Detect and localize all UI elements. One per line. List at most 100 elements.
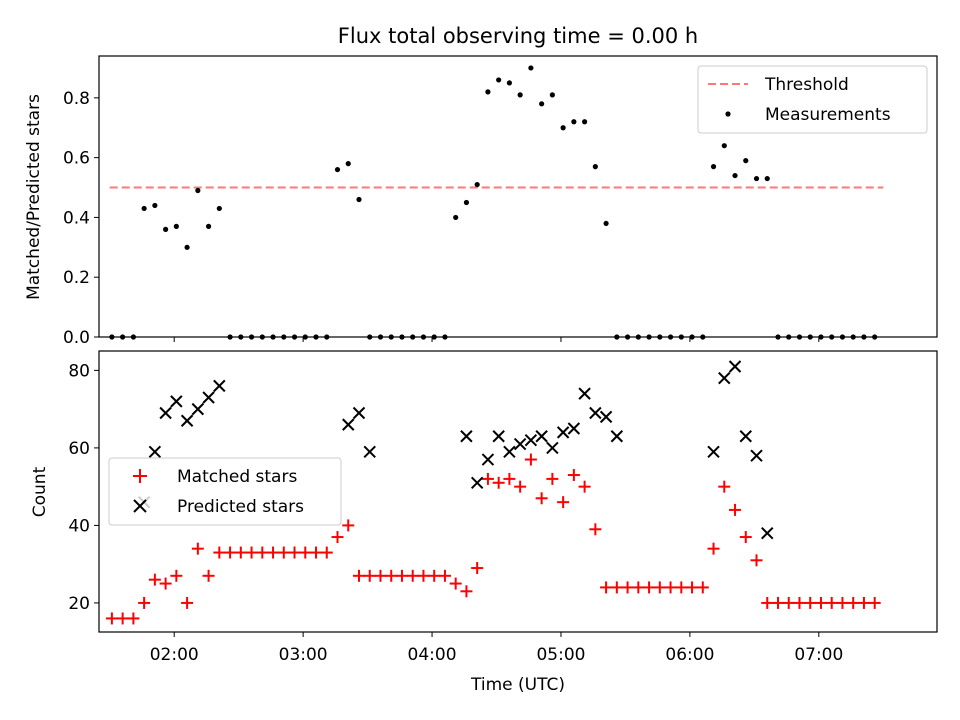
y-tick-label: 80	[68, 361, 90, 381]
bottom-marks	[105, 360, 881, 625]
matched-star-point	[750, 554, 763, 567]
matched-star-point	[310, 546, 323, 559]
matched-star-point	[138, 596, 151, 609]
y-tick-label: 0.6	[63, 149, 90, 169]
measurement-point	[753, 175, 760, 182]
measurement-point	[506, 80, 513, 86]
matched-star-point	[868, 596, 881, 609]
matched-star-point	[288, 546, 301, 559]
measurement-point	[356, 196, 362, 203]
matched-star-point	[857, 596, 870, 609]
matched-star-point	[385, 569, 398, 582]
top-panel: 0.00.20.40.60.8 Matched/Predicted stars …	[24, 55, 938, 348]
legend-matched-swatch	[133, 469, 147, 483]
top-x-ticks	[173, 337, 820, 342]
matched-star-point	[718, 480, 731, 493]
matched-star-point	[492, 476, 505, 489]
measurement-point	[592, 164, 598, 170]
bottom-panel-frame	[98, 350, 938, 633]
measurement-point	[721, 143, 727, 149]
matched-star-point	[535, 492, 548, 505]
predicted-star-point	[739, 430, 752, 443]
predicted-star-point	[578, 387, 591, 400]
matched-star-point	[320, 546, 333, 559]
predicted-star-point	[352, 406, 366, 420]
matched-star-point	[234, 546, 247, 559]
matched-star-point	[653, 581, 666, 594]
measurement-point	[205, 223, 212, 229]
matched-star-point	[148, 573, 161, 586]
predicted-star-point	[524, 433, 538, 447]
measurement-point	[549, 92, 555, 98]
matched-star-point	[202, 569, 215, 582]
matched-star-point	[481, 472, 494, 485]
measurement-point	[743, 158, 749, 164]
predicted-star-point	[718, 371, 731, 385]
predicted-star-point	[159, 406, 172, 420]
matched-star-point	[299, 546, 312, 559]
top-marks	[109, 65, 884, 340]
predicted-star-point	[470, 476, 484, 489]
predicted-star-point	[707, 445, 720, 458]
y-tick-label: 40	[68, 516, 90, 536]
predicted-star-point	[761, 526, 774, 540]
top-y-axis-label: Matched/Predicted stars	[24, 94, 44, 300]
measurement-point	[571, 119, 577, 125]
measurement-point	[732, 172, 738, 179]
matched-star-point	[363, 569, 376, 582]
matched-star-point	[127, 612, 140, 625]
matched-star-point	[352, 569, 365, 582]
legend-matched-label: Matched stars	[177, 467, 297, 487]
matched-star-point	[159, 577, 172, 590]
matched-star-point	[105, 612, 118, 625]
predicted-star-point	[567, 422, 581, 435]
matched-star-point	[524, 453, 537, 466]
measurement-point	[173, 223, 179, 229]
measurement-point	[453, 214, 459, 221]
top-legend-box	[697, 65, 928, 134]
measurement-point	[345, 161, 351, 167]
bottom-legend: Matched stars Predicted stars	[108, 457, 342, 526]
x-tick-label: 06:00	[665, 645, 714, 665]
bottom-y-axis-label: Count	[30, 466, 50, 517]
predicted-star-point	[589, 406, 602, 420]
matched-star-point	[836, 596, 849, 609]
bottom-legend-box	[108, 457, 342, 526]
measurement-point	[582, 119, 588, 125]
predicted-star-point	[342, 418, 355, 431]
matched-star-point	[557, 496, 570, 509]
matched-star-point	[782, 596, 795, 609]
matched-star-point	[804, 596, 817, 609]
chart-title: Flux total observing time = 0.00 h	[338, 24, 698, 48]
matched-star-point	[503, 472, 516, 485]
measurement-point	[560, 125, 566, 131]
matched-star-point	[170, 569, 183, 582]
matched-star-point	[847, 596, 860, 609]
matched-star-point	[729, 503, 742, 516]
matched-star-point	[643, 581, 656, 594]
predicted-star-point	[513, 437, 527, 451]
matched-star-point	[245, 546, 258, 559]
matched-star-point	[406, 569, 419, 582]
measurement-point	[764, 175, 770, 182]
matched-star-point	[342, 519, 355, 532]
matched-star-point	[460, 585, 473, 598]
x-tick-label: 05:00	[536, 645, 585, 665]
measurement-point	[216, 205, 222, 212]
predicted-star-point	[728, 360, 742, 373]
matched-star-point	[664, 581, 677, 594]
matched-star-point	[589, 523, 602, 536]
matched-star-point	[267, 546, 280, 559]
matched-star-point	[331, 531, 344, 544]
matched-star-point	[374, 569, 387, 582]
y-tick-label: 0.4	[63, 208, 90, 228]
predicted-star-point	[213, 379, 226, 393]
measurement-point	[163, 226, 169, 232]
legend-predicted-swatch	[133, 499, 147, 513]
matched-star-point	[471, 562, 484, 575]
measurement-point	[710, 164, 717, 170]
measurement-point	[463, 199, 470, 206]
matched-star-point	[825, 596, 838, 609]
